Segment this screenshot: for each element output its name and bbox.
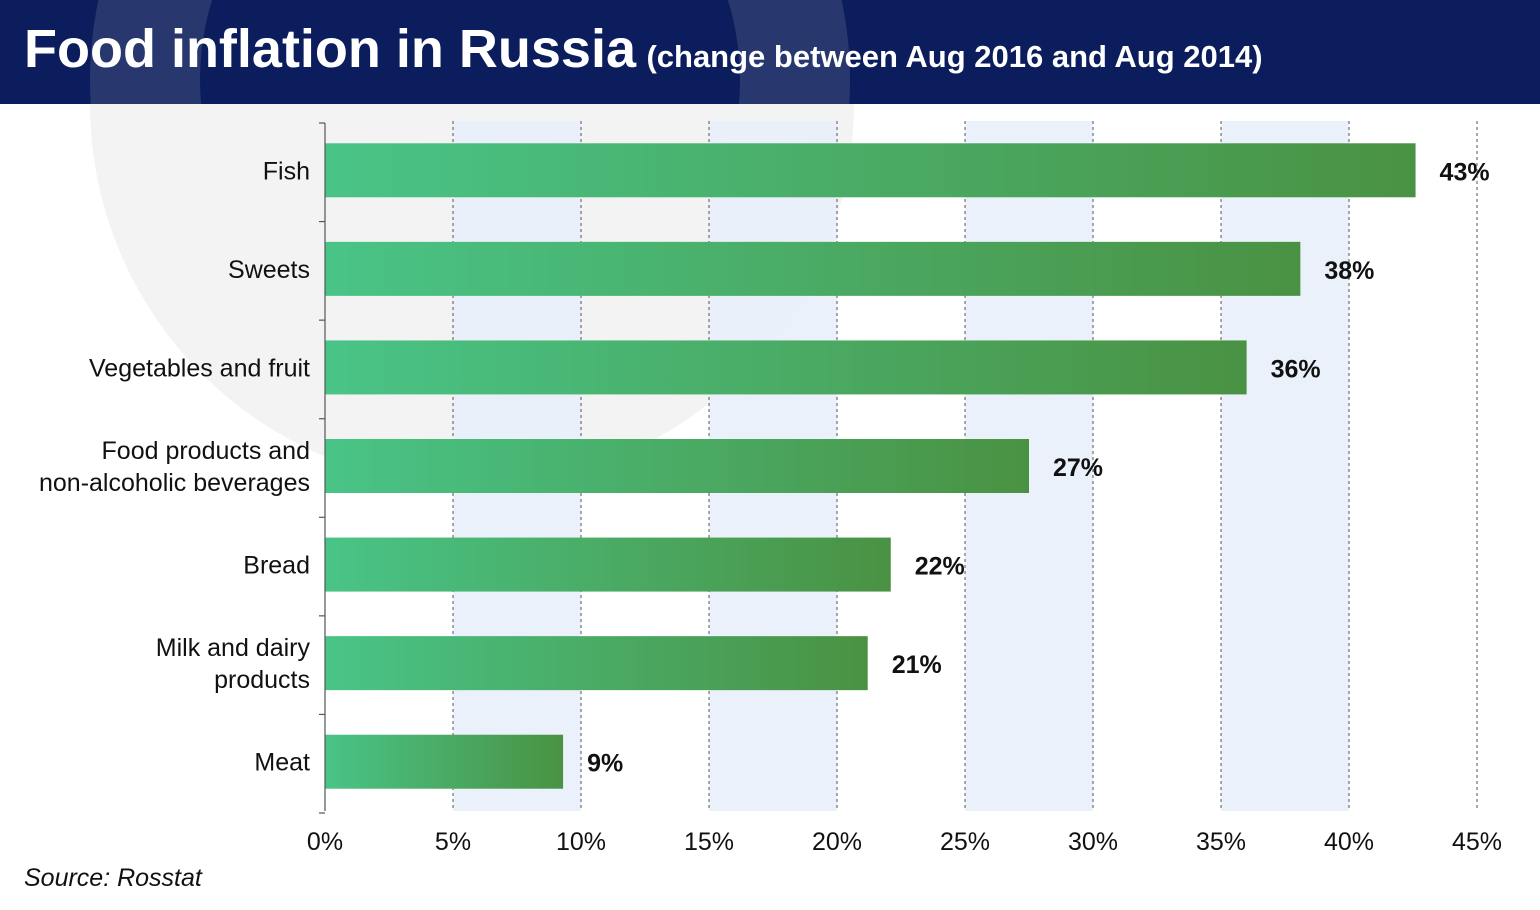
title-main: Food inflation in Russia	[24, 19, 636, 79]
category-label-line: Meat	[254, 749, 310, 777]
value-label: 21%	[892, 651, 942, 679]
value-label: 36%	[1271, 355, 1321, 383]
category-labels: Fish Sweets Vegetables and fruit Food produ…	[39, 157, 311, 776]
value-label: 38%	[1324, 257, 1374, 285]
x-tick-label: 40%	[1324, 828, 1374, 856]
x-axis-ticks: 0% 5% 10% 15% 20% 25% 30% 35% 40% 45%	[307, 828, 1502, 856]
bar	[325, 340, 1247, 395]
category-label: Bread	[243, 552, 310, 580]
category-label-line: Milk and dairy	[156, 634, 311, 662]
category-label-line: Sweets	[228, 256, 310, 284]
source-note: Source: Rosstat	[24, 864, 202, 892]
x-tick-label: 25%	[940, 828, 990, 856]
x-tick-label: 15%	[684, 828, 734, 856]
grid-band	[1221, 121, 1349, 811]
x-tick-label: 5%	[435, 828, 471, 856]
x-tick-label: 30%	[1068, 828, 1118, 856]
x-tick-label: 45%	[1452, 828, 1502, 856]
category-label-line: non-alcoholic beverages	[39, 469, 310, 497]
x-tick-label: 20%	[812, 828, 862, 856]
value-label: 22%	[915, 553, 965, 581]
bar	[325, 143, 1416, 198]
category-label-line: Vegetables and fruit	[89, 354, 310, 382]
value-label: 9%	[587, 750, 623, 778]
chart-header: Food inflation in Russia (change between…	[0, 0, 1540, 104]
decorative-ring	[90, 0, 850, 104]
category-label: Vegetables and fruit	[89, 354, 310, 382]
category-label: Sweets	[228, 256, 310, 284]
category-label: Food products and non-alcoholic beverages	[39, 437, 310, 497]
bar	[325, 734, 564, 789]
x-tick-label: 0%	[307, 828, 343, 856]
category-label-line: Bread	[243, 552, 310, 580]
category-label-line: Food products and	[102, 437, 310, 465]
value-label: 27%	[1053, 454, 1103, 482]
x-tick-label: 10%	[556, 828, 606, 856]
y-axis	[319, 122, 326, 814]
x-tick-label: 35%	[1196, 828, 1246, 856]
chart-title: Food inflation in Russia (change between…	[24, 14, 1263, 98]
bar-chart: 43% 38% 36% 27% 22% 21% 9% Fish Sweets Vegetable…	[39, 104, 1502, 856]
value-labels: 43% 38% 36% 27% 22% 21% 9%	[587, 158, 1490, 777]
category-label: Milk and dairy products	[156, 634, 311, 694]
title-subtitle: (change between Aug 2016 and Aug 2014)	[646, 39, 1263, 74]
bar	[325, 636, 868, 691]
category-label-line: Fish	[263, 157, 310, 185]
category-label-line: products	[214, 666, 310, 694]
category-label: Fish	[263, 157, 310, 185]
bar	[325, 241, 1301, 296]
bars	[325, 143, 1416, 789]
bar	[325, 537, 891, 592]
value-label: 43%	[1440, 158, 1490, 186]
bar	[325, 439, 1029, 493]
category-label: Meat	[254, 749, 310, 777]
